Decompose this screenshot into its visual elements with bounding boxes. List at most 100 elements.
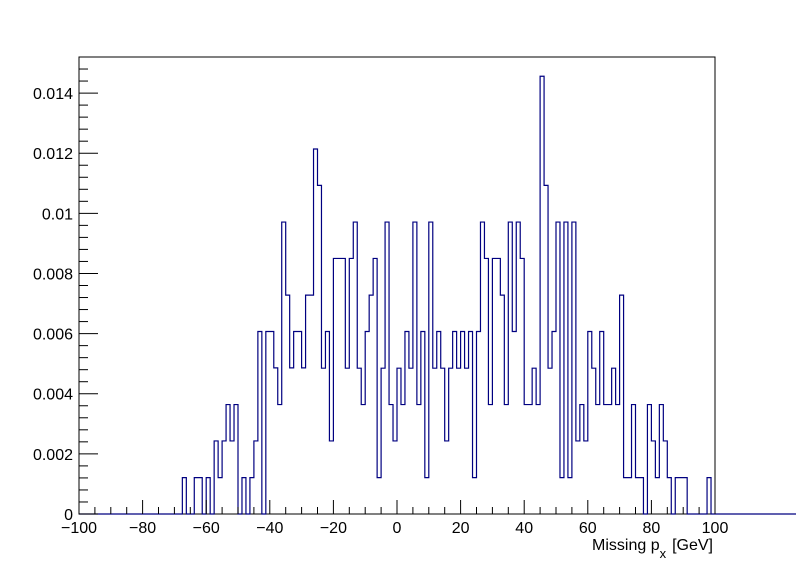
x-tick-label: 40 — [515, 520, 533, 537]
histogram-bin — [274, 368, 278, 514]
histogram-bin — [480, 222, 484, 514]
histogram-bin — [441, 368, 445, 514]
histogram-bin — [512, 332, 516, 514]
histogram-bin — [226, 405, 230, 514]
histogram-bin — [592, 368, 596, 514]
histogram-bin — [230, 441, 234, 514]
histogram-bin — [556, 222, 560, 514]
histogram-bin — [508, 222, 512, 514]
histogram-bin — [624, 478, 628, 514]
histogram-bin — [473, 478, 477, 514]
histogram-bin — [258, 332, 262, 514]
histogram-bin — [500, 295, 504, 514]
histogram-bin — [409, 368, 413, 514]
histogram-bin — [250, 478, 254, 514]
histogram-bin — [528, 405, 532, 514]
histogram-bin — [433, 368, 437, 514]
histogram-bin — [651, 441, 655, 514]
x-tick-label: −80 — [129, 520, 156, 537]
x-tick-label: −40 — [256, 520, 283, 537]
histogram-bin — [540, 76, 544, 514]
histogram-bin — [437, 332, 441, 514]
x-tick-label: −60 — [193, 520, 220, 537]
histogram-bin — [568, 478, 572, 514]
histogram-bin — [544, 185, 548, 514]
histogram-bin — [266, 332, 270, 514]
x-tick-label: −20 — [320, 520, 347, 537]
histogram-bin — [600, 332, 604, 514]
histogram-bin — [683, 478, 687, 514]
histogram-bin — [707, 478, 711, 514]
histogram-bin — [381, 368, 385, 514]
histogram-bin — [282, 222, 286, 514]
histogram-bin — [270, 332, 274, 514]
histogram-bin — [484, 258, 488, 514]
histogram-bin — [616, 405, 620, 514]
y-tick-label: 0.008 — [33, 266, 73, 283]
histogram-bin — [405, 332, 409, 514]
histogram-bin — [496, 258, 500, 514]
histogram-bin — [377, 478, 381, 514]
histogram-bin — [524, 405, 528, 514]
histogram-bin — [659, 405, 663, 514]
histogram-bin — [294, 332, 298, 514]
histogram-bin — [604, 405, 608, 514]
histogram-bin — [576, 441, 580, 514]
x-axis-title: Missing px [GeV] — [592, 537, 713, 561]
histogram-bin — [222, 441, 226, 514]
histogram-bin — [469, 332, 473, 514]
histogram-bin — [667, 478, 671, 514]
histogram-bin — [373, 258, 377, 514]
histogram-bin — [278, 405, 282, 514]
histogram-bin — [429, 222, 433, 514]
x-tick-label: 20 — [452, 520, 470, 537]
histogram-bin — [254, 441, 258, 514]
histogram-bin — [612, 368, 616, 514]
histogram-bin — [552, 332, 556, 514]
histogram-bin — [286, 295, 290, 514]
histogram-bin — [298, 332, 302, 514]
histogram-bin — [675, 478, 679, 514]
histogram-bin — [520, 258, 524, 514]
histogram-bin — [385, 222, 389, 514]
histogram-bin — [318, 185, 322, 514]
histogram-bin — [596, 405, 600, 514]
histogram-bin — [290, 368, 294, 514]
x-axis-title-main: Missing p — [592, 537, 660, 554]
histogram-bin — [572, 222, 576, 514]
histogram-bin — [663, 441, 667, 514]
histogram-bin — [306, 295, 310, 514]
histogram-bin — [461, 332, 465, 514]
histogram-bin — [504, 405, 508, 514]
y-tick-label: 0.012 — [33, 146, 73, 163]
histogram-bin — [465, 368, 469, 514]
histogram-bin — [516, 222, 520, 514]
histogram-outline — [79, 75, 796, 515]
y-tick-label: 0.002 — [33, 447, 73, 464]
y-tick-label: 0.014 — [33, 86, 73, 103]
histogram-bin — [608, 405, 612, 514]
histogram-bin — [588, 332, 592, 514]
histogram-bin — [492, 258, 496, 514]
x-tick-label: 100 — [702, 520, 729, 537]
histogram-bin — [206, 478, 210, 514]
x-tick-label: 80 — [643, 520, 661, 537]
histogram-bin — [564, 222, 568, 514]
histogram-bin — [488, 405, 492, 514]
histogram-bin — [445, 441, 449, 514]
histogram-bin — [353, 222, 357, 514]
histogram-bin — [361, 405, 365, 514]
histogram-bin — [214, 441, 218, 514]
histogram-bin — [393, 441, 397, 514]
histogram-bin — [413, 222, 417, 514]
histogram-bin — [194, 478, 198, 514]
histogram-bin — [532, 368, 536, 514]
histogram-bin — [321, 368, 325, 514]
histogram-bin — [655, 478, 659, 514]
histogram-bin — [417, 405, 421, 514]
histogram-bin — [639, 478, 643, 514]
histogram-bin — [548, 368, 552, 514]
histogram-bin — [329, 441, 333, 514]
histogram-bin — [397, 368, 401, 514]
